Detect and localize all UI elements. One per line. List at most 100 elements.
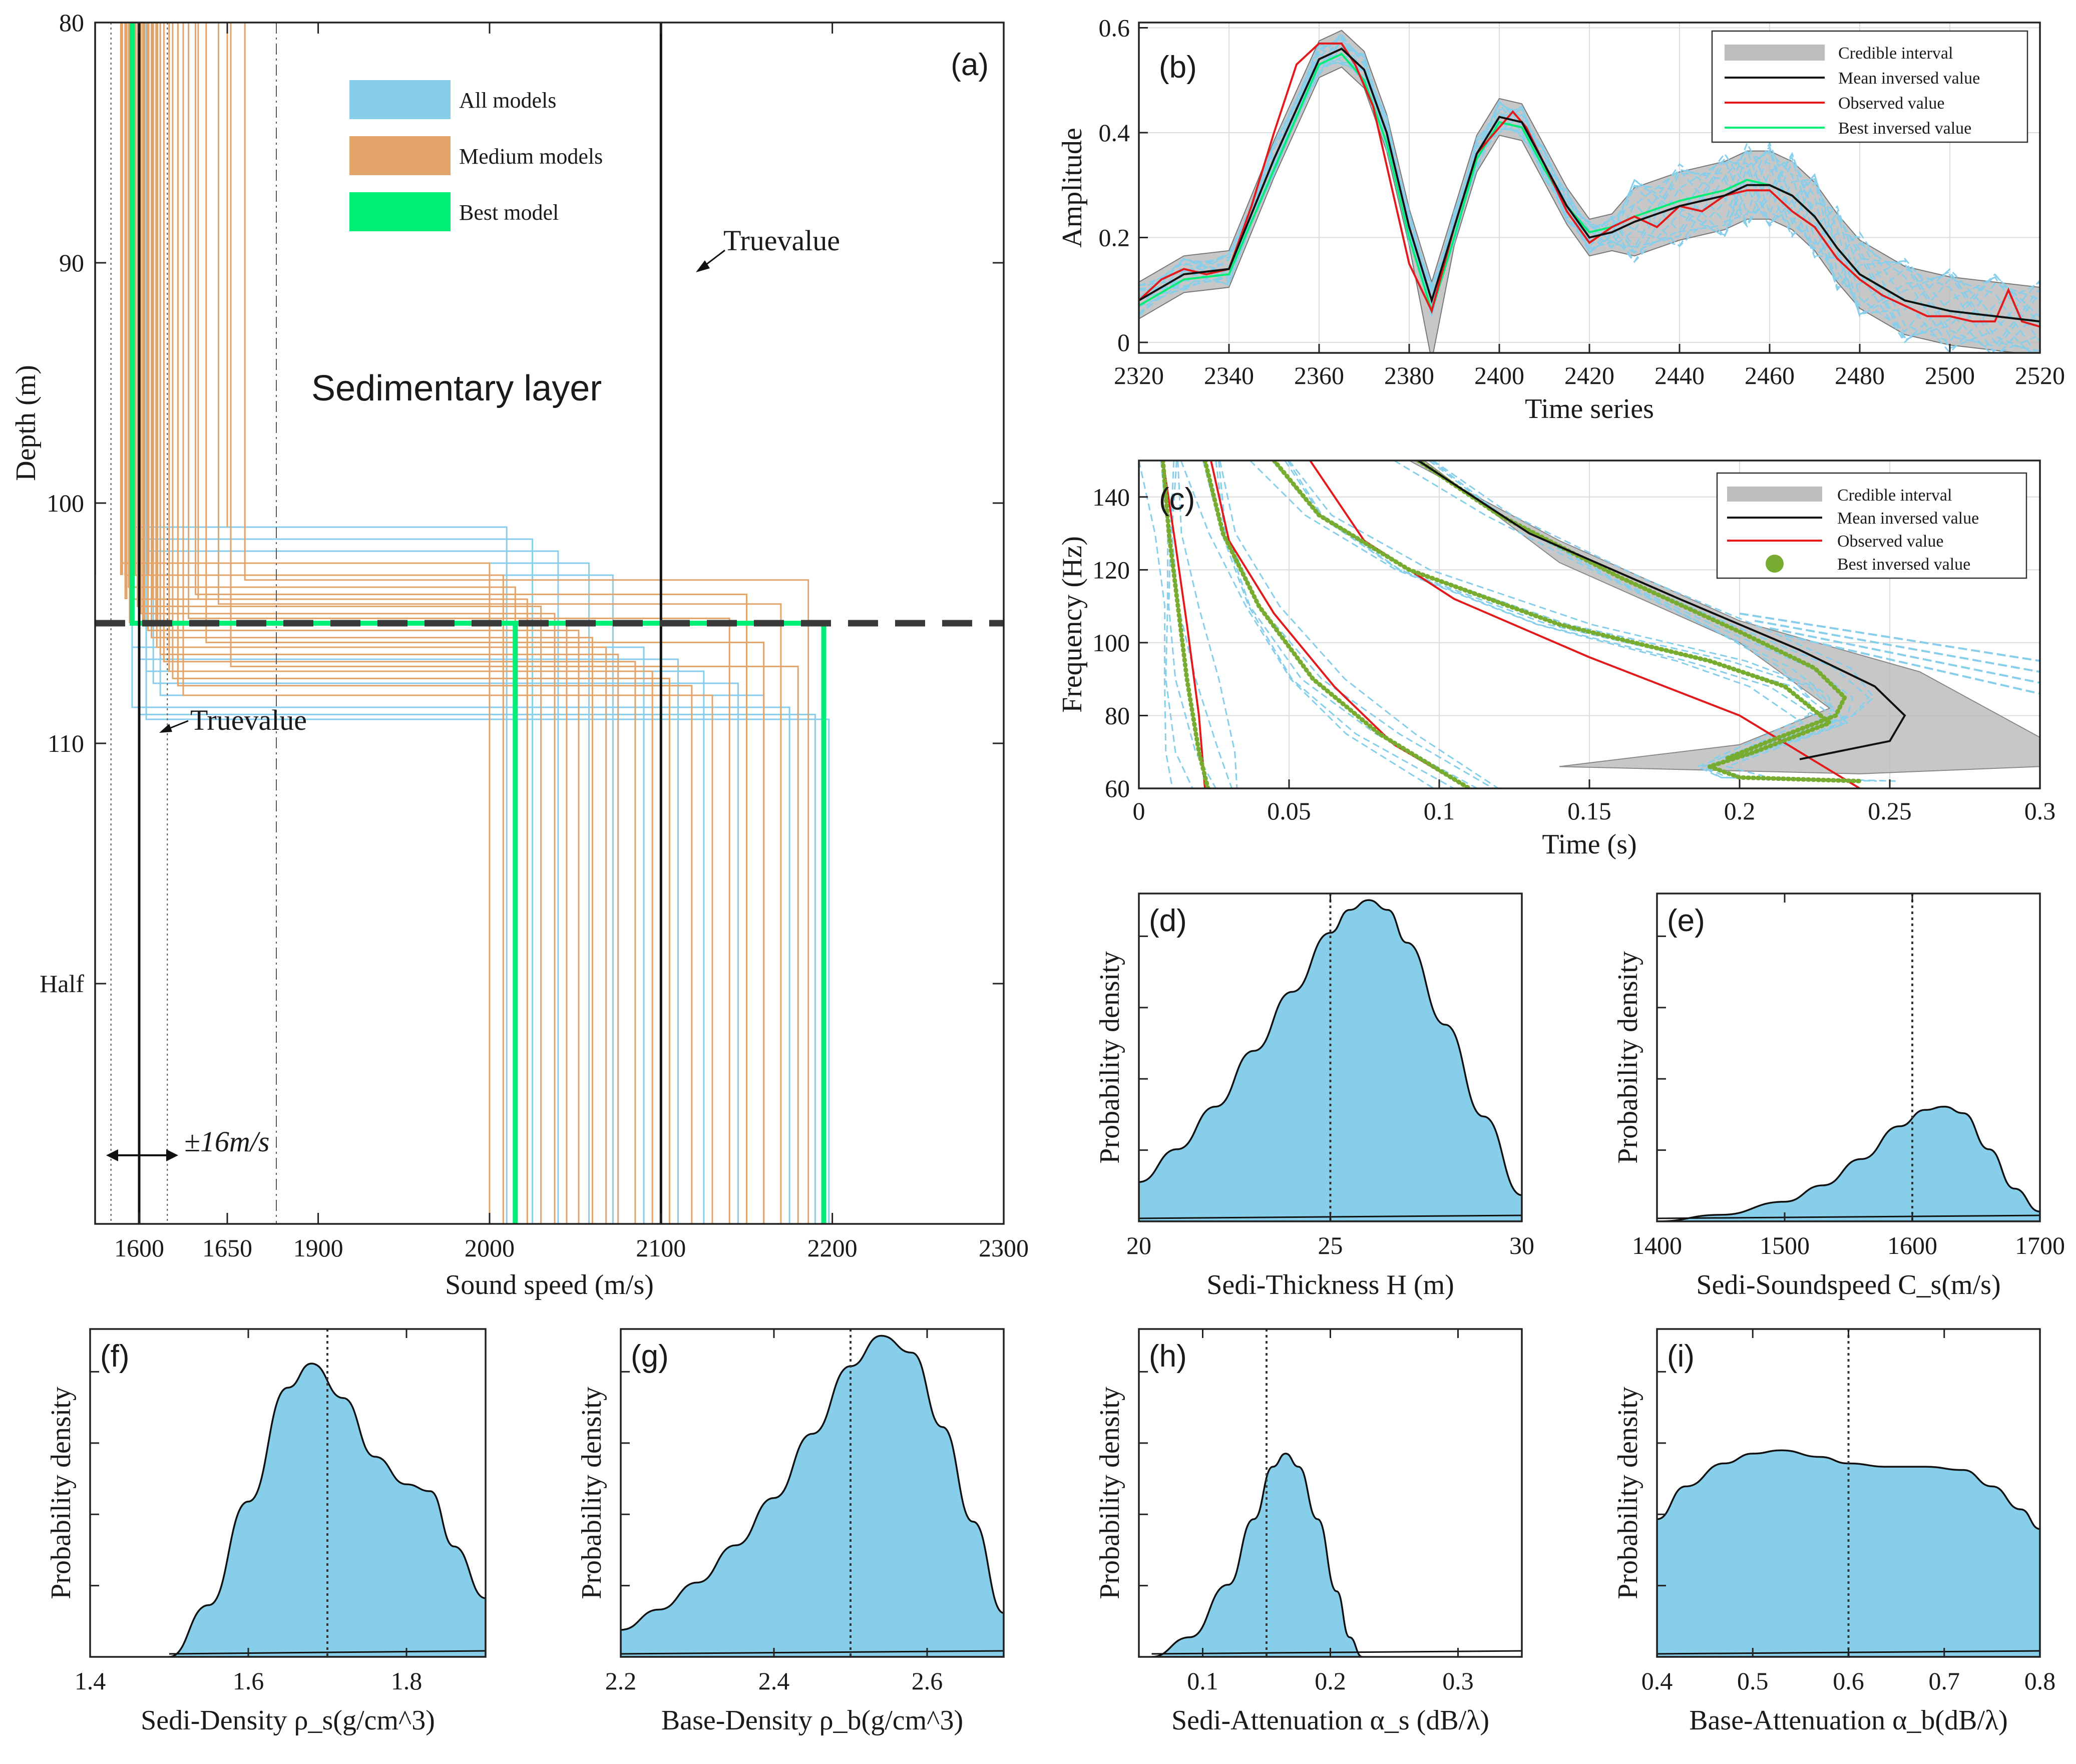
pdf-area <box>1657 1105 2040 1221</box>
panel-label: (i) <box>1667 1339 1695 1374</box>
x-tick-label: 0.7 <box>1929 1667 1960 1695</box>
x-tick-label: 2320 <box>1114 361 1164 389</box>
medium-model-line <box>188 23 730 1224</box>
x-tick-label: 30 <box>1509 1231 1534 1259</box>
baseline-curve <box>1657 1214 2040 1219</box>
y-tick-label: 90 <box>59 249 84 277</box>
plot-area <box>169 1329 486 1657</box>
legend-label: Best inversed value <box>1837 555 1970 574</box>
x-tick-label: 2300 <box>979 1234 1029 1262</box>
x-tick-label: 0.15 <box>1567 797 1611 825</box>
y-axis-label: Probability density <box>46 1387 77 1599</box>
y-tick-label: 100 <box>1092 629 1130 657</box>
y-tick-label: 0.2 <box>1099 224 1130 252</box>
plot-area <box>95 23 830 1224</box>
observed-line <box>1139 42 2040 328</box>
x-axis-label: Base-Density ρ_b(g/cm^3) <box>661 1705 963 1736</box>
medium-model-line <box>244 23 809 1224</box>
sample-curve <box>1139 37 2040 352</box>
legend-label: Mean inversed value <box>1837 509 1979 528</box>
x-tick-label: 0.25 <box>1868 797 1912 825</box>
legend-swatch <box>1725 45 1825 61</box>
panel-label: (h) <box>1149 1339 1187 1374</box>
panel-i: 0.4 0.5 0.6 0.7 0.8 Base-Attenuation α_b(dB/λ… <box>1612 1328 2056 1736</box>
plot-area <box>1151 1329 1522 1657</box>
x-tick-label: 2100 <box>636 1234 686 1262</box>
mean-inversed-line <box>1417 461 1906 760</box>
best-inversed-dots <box>1416 461 1848 762</box>
legend-label: Credible interval <box>1838 44 1953 63</box>
credible-band <box>1139 30 2040 353</box>
y-axis-label: Probability density <box>1094 951 1125 1164</box>
mean-inversed-line <box>1139 48 2040 323</box>
panel-d: 20 25 30 Sedi-Thickness H (m) Probability de… <box>1094 893 1534 1300</box>
y-axis-label: Depth (m) <box>11 365 42 481</box>
panel-label: (d) <box>1149 904 1187 938</box>
sample-curve <box>1139 56 2040 341</box>
sample-curve <box>1215 461 1478 788</box>
legend-swatch <box>349 136 451 175</box>
x-tick-label: 1650 <box>202 1234 252 1262</box>
arrow-head <box>159 724 172 733</box>
medium-model-line <box>182 23 713 1224</box>
sample-curve <box>1784 634 2040 695</box>
x-axis-label: Sedi-Attenuation α_s (dB/λ) <box>1171 1705 1489 1736</box>
panel-label: (b) <box>1159 50 1197 85</box>
x-tick-label: 0.6 <box>1833 1667 1864 1695</box>
pdf-area <box>1151 1453 1363 1657</box>
medium-model-line <box>137 23 542 1224</box>
plot-area <box>1139 461 2040 788</box>
observed-line <box>1210 461 1470 788</box>
pdf-area <box>621 1335 1004 1657</box>
panel-g: 2.2 2.4 2.6 Base-Density ρ_b(g/cm^3) Probabi… <box>576 1328 1005 1736</box>
x-tick-label: 1.8 <box>391 1667 423 1695</box>
x-tick-label: 2360 <box>1294 361 1344 389</box>
tolerance-label: ±16m/s <box>184 1125 269 1158</box>
medium-model-line <box>195 23 747 1224</box>
y-axis-label: Probability density <box>576 1387 607 1599</box>
legend-label: Mean inversed value <box>1838 69 1980 88</box>
panel-h: 0.1 0.2 0.3 Sedi-Attenuation α_s (dB/λ) Prob… <box>1094 1328 1523 1736</box>
arrow-head <box>166 1149 178 1161</box>
arrow-head <box>106 1149 118 1161</box>
y-axis-label: Probability density <box>1094 1387 1125 1599</box>
sample-curve <box>1202 461 1455 788</box>
legend-swatch <box>349 80 451 119</box>
y-tick-label: Half <box>40 970 84 998</box>
x-tick-label: 0.05 <box>1267 797 1311 825</box>
x-tick-label: 0.4 <box>1641 1667 1673 1695</box>
x-tick-label: 2200 <box>807 1234 858 1262</box>
x-tick-label: 2340 <box>1204 361 1254 389</box>
sedimentary-layer-label: Sedimentary layer <box>311 368 602 408</box>
baseline-curve <box>621 1650 1004 1655</box>
panel-label: (e) <box>1667 904 1705 938</box>
x-tick-label: 0.3 <box>2024 797 2056 825</box>
pdf-area <box>1139 899 1522 1221</box>
sample-curve <box>1432 461 1875 760</box>
x-tick-label: 2440 <box>1654 361 1705 389</box>
truevalue-annotation: Truevalue <box>190 704 307 736</box>
x-tick-label: 2.6 <box>912 1667 943 1695</box>
plot-area <box>1657 1329 2040 1657</box>
x-tick-label: 1.6 <box>233 1667 264 1695</box>
legend-label: Credible interval <box>1837 486 1952 505</box>
x-axis-label: Sedi-Soundspeed C_s(m/s) <box>1696 1269 2000 1300</box>
x-tick-label: 2460 <box>1745 361 1795 389</box>
x-tick-label: 1600 <box>114 1234 164 1262</box>
sample-curve <box>1180 461 1434 788</box>
sample-curve <box>1739 612 2040 662</box>
plot-frame <box>1656 893 2041 1222</box>
medium-model-line <box>168 23 653 1224</box>
x-tick-label: 2.2 <box>605 1667 637 1695</box>
x-tick-label: 0 <box>1133 797 1145 825</box>
plot-frame <box>89 1328 487 1658</box>
y-tick-label: 110 <box>48 729 84 757</box>
x-tick-label: 0.8 <box>2024 1667 2056 1695</box>
plot-area <box>621 1329 1004 1657</box>
x-tick-label: 2380 <box>1384 361 1434 389</box>
sample-curve <box>1139 46 2031 353</box>
sample-curve <box>1139 47 2040 342</box>
x-tick-label: 0.1 <box>1424 797 1455 825</box>
panel-label: (f) <box>100 1339 130 1374</box>
y-tick-label: 80 <box>1105 701 1130 729</box>
